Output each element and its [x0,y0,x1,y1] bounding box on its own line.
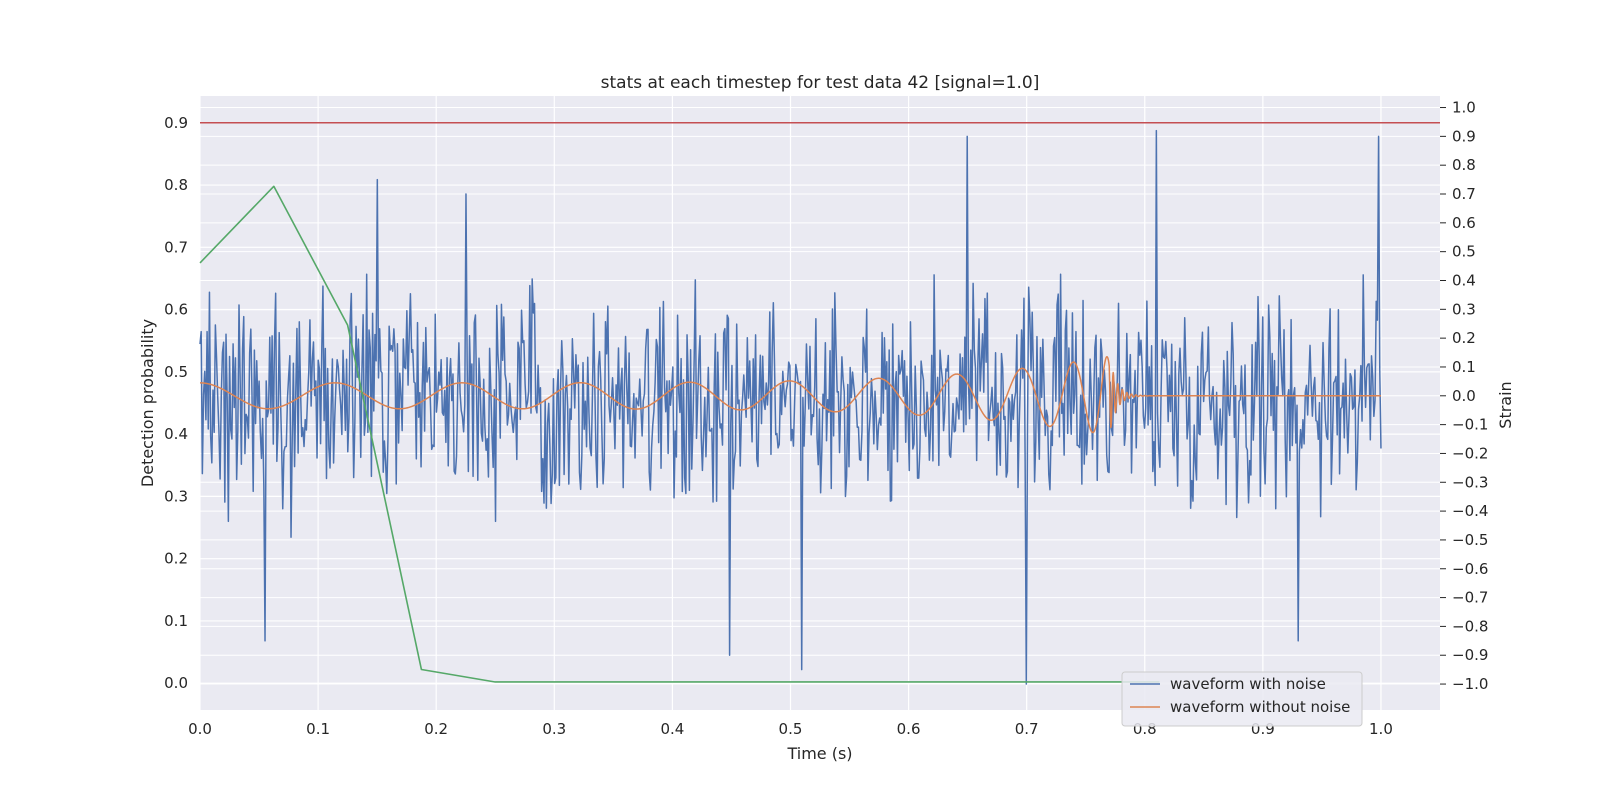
legend-box [1121,671,1363,727]
y-tick-label: 0.1 [164,612,188,630]
chart-title: stats at each timestep for test data 42 … [601,73,1040,93]
y-tick-label: 0.2 [164,550,188,568]
y2-tick-label: 0.8 [1452,156,1476,174]
y-tick-label: 0.8 [164,176,188,194]
y-tick-label: 0.0 [164,674,188,692]
x-tick-label: 0.7 [1015,720,1039,738]
x-tick-label: 0.6 [897,720,921,738]
x-axis-label: Time (s) [786,744,852,763]
y2-tick-label: −0.8 [1452,617,1488,635]
y2-tick-label: 0.2 [1452,329,1476,347]
legend-label-noise: waveform with noise [1170,675,1326,693]
y2-tick-label: −1.0 [1452,675,1488,693]
y2-tick-label: −0.7 [1452,589,1488,607]
y2-tick-label: 0.3 [1452,300,1476,318]
x-tick-label: 0.1 [306,720,330,738]
y2-tick-label: −0.6 [1452,560,1488,578]
x-tick-label: 0.0 [188,720,212,738]
series-waveform-with-noise [199,129,1382,685]
y2-tick-label: 0.6 [1452,214,1476,232]
x-tick-label: 0.4 [660,720,684,738]
y-tick-label: 0.5 [164,363,188,381]
x-tick-label: 0.3 [542,720,566,738]
ticks: 0.0 0.1 0.2 0.3 0.4 0.5 0.6 0.7 0.8 0.9 1.0 0.0 0.1 0… [164,99,1488,738]
y-axis-label: Detection probability [138,319,157,487]
y2-tick-label: 0.0 [1452,387,1476,405]
series-layer [199,122,1440,685]
x-tick-label: 0.5 [779,720,803,738]
y2-tick-label: −0.3 [1452,473,1488,491]
x-tick-label: 1.0 [1369,720,1393,738]
y2-axis-label: Strain [1496,381,1515,428]
y-tick-label: 0.9 [164,114,188,132]
series-detection-probability [199,185,1160,683]
y2-tick-label: 0.5 [1452,243,1476,261]
y2-tick-label: −0.4 [1452,502,1488,520]
y2-tick-label: −0.9 [1452,646,1488,664]
y2-tick-label: 0.7 [1452,185,1476,203]
legend: waveform with noise waveform without noi… [1121,671,1363,727]
y-tick-label: 0.3 [164,487,188,505]
series-waveform-without-noise [199,355,1382,434]
y2-tick-label: 0.4 [1452,271,1476,289]
x-tick-label: 0.2 [424,720,448,738]
y2-tick-label: 1.0 [1452,99,1476,117]
y-tick-label: 0.6 [164,301,188,319]
y2-tick-label: −0.2 [1452,444,1488,462]
y2-tick-label: −0.5 [1452,531,1488,549]
y2-tick-label: 0.1 [1452,358,1476,376]
legend-label-clean: waveform without noise [1170,698,1350,716]
y2-tick-label: −0.1 [1452,416,1488,434]
y2-tick-label: 0.9 [1452,127,1476,145]
y-tick-label: 0.7 [164,238,188,256]
y-tick-label: 0.4 [164,425,188,443]
